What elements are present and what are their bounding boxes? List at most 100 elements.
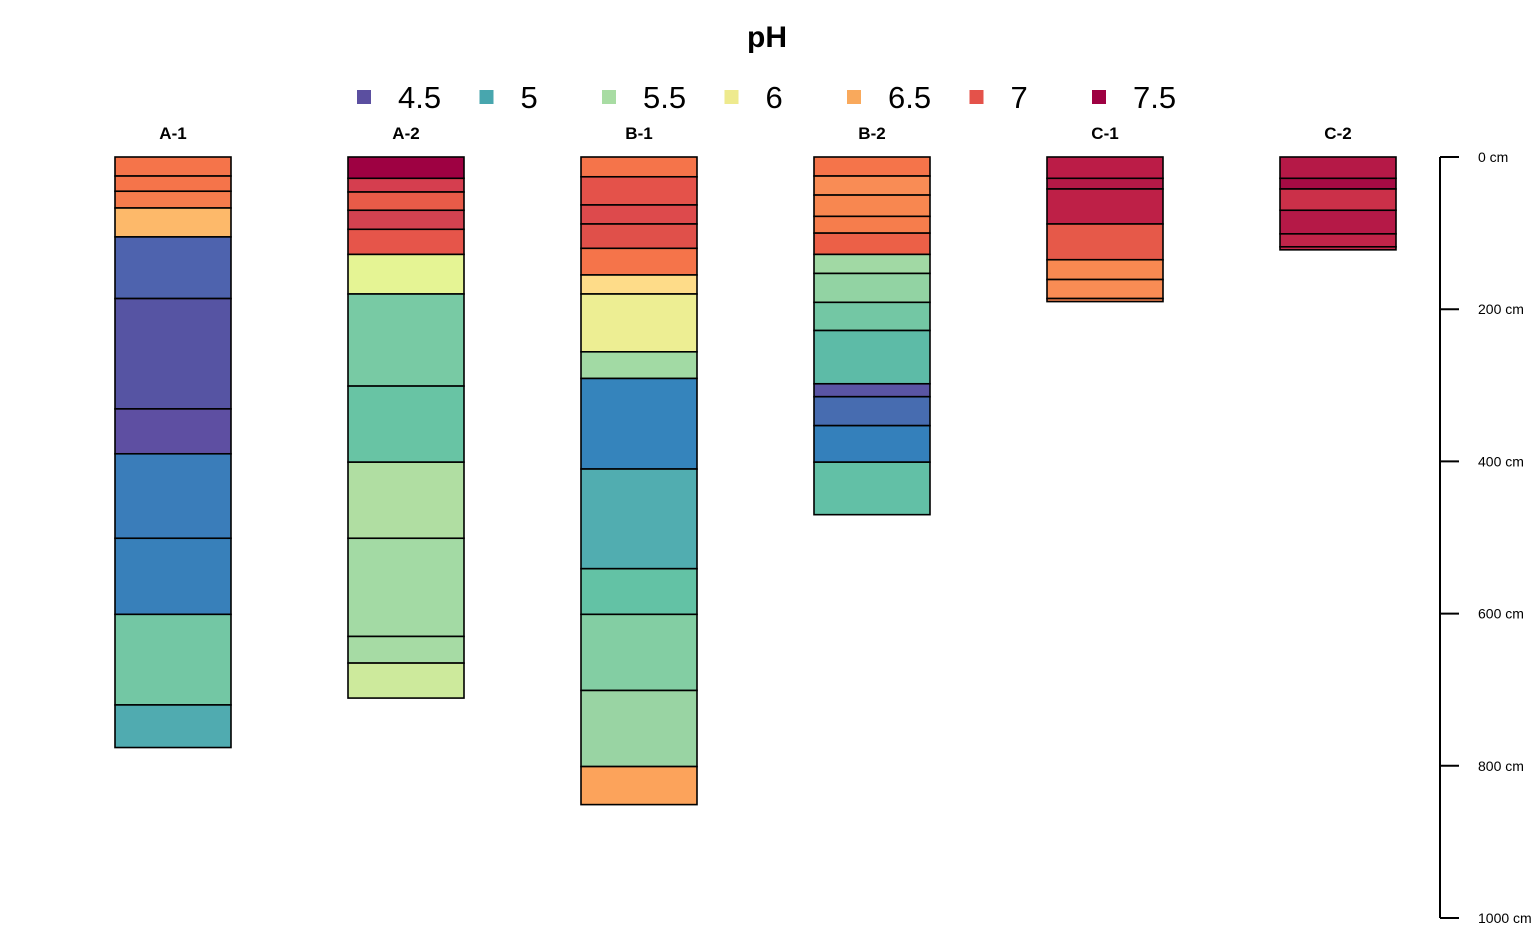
- horizon: [1279, 245, 1397, 251]
- profile-label: B-1: [625, 124, 652, 143]
- legend-label: 6: [766, 80, 783, 115]
- chart-title: pH: [747, 21, 787, 54]
- legend-label: 7: [1011, 80, 1028, 115]
- horizon: [347, 253, 465, 295]
- horizon: [114, 613, 232, 706]
- horizon: [347, 461, 465, 540]
- legend-swatch: [1092, 90, 1106, 104]
- horizon: [813, 395, 931, 427]
- horizon: [1279, 156, 1397, 180]
- horizon: [580, 689, 698, 768]
- depth-tick-label: 0 cm: [1478, 149, 1508, 165]
- horizon: [347, 177, 465, 193]
- legend: 4.5 5 5.5 6 6.5 7 7.5: [357, 80, 1176, 115]
- legend-label: 5: [521, 80, 538, 115]
- horizon: [1279, 209, 1397, 235]
- depth-axis: 0 cm 200 cm 400 cm 600 cm 800 cm 1000 cm: [1439, 149, 1532, 926]
- horizon: [1046, 156, 1164, 180]
- horizon: [347, 635, 465, 664]
- horizon: [114, 408, 232, 455]
- horizon: [1046, 258, 1164, 281]
- horizon: [1279, 188, 1397, 212]
- horizon: [580, 293, 698, 353]
- horizon: [114, 704, 232, 749]
- horizon: [347, 156, 465, 180]
- horizon: [347, 209, 465, 231]
- horizon: [813, 461, 931, 516]
- profile-c-1: C-1: [1046, 124, 1164, 303]
- horizon: [813, 232, 931, 256]
- depth-tick-label: 800 cm: [1478, 758, 1524, 774]
- depth-tick-label: 400 cm: [1478, 453, 1524, 469]
- horizon: [813, 215, 931, 234]
- profile-c-2: C-2: [1279, 124, 1397, 251]
- horizon: [347, 191, 465, 212]
- profile-a-1: A-1: [114, 124, 232, 749]
- depth-tick-label: 600 cm: [1478, 606, 1524, 622]
- horizon: [580, 377, 698, 470]
- depth-tick-label: 1000 cm: [1478, 910, 1532, 926]
- legend-swatch: [969, 90, 984, 104]
- horizon: [1279, 177, 1397, 190]
- horizon: [1046, 188, 1164, 225]
- horizon: [347, 228, 465, 256]
- horizon: [813, 301, 931, 332]
- horizon: [114, 537, 232, 616]
- horizon: [347, 662, 465, 699]
- horizon: [813, 329, 931, 385]
- depth-tick-label: 200 cm: [1478, 301, 1524, 317]
- profile-b-2: B-2: [813, 124, 931, 516]
- profiles: A-1 A-2 B-1 B-2 C-1 C-2: [114, 124, 1397, 806]
- legend-label: 4.5: [398, 80, 441, 115]
- legend-swatch: [847, 90, 861, 104]
- horizon: [114, 156, 232, 177]
- horizon: [580, 175, 698, 206]
- horizon: [580, 274, 698, 295]
- horizon: [1046, 223, 1164, 261]
- legend-swatch: [479, 90, 494, 104]
- horizon: [114, 190, 232, 209]
- horizon: [1046, 278, 1164, 300]
- legend-label: 7.5: [1133, 80, 1176, 115]
- profile-label: A-2: [392, 124, 419, 143]
- horizon: [580, 613, 698, 692]
- horizon: [347, 537, 465, 638]
- profile-a-2: A-2: [347, 124, 465, 699]
- legend-label: 5.5: [643, 80, 686, 115]
- horizon: [580, 765, 698, 806]
- horizon: [114, 236, 232, 300]
- horizon: [114, 452, 232, 540]
- horizon: [580, 567, 698, 616]
- horizon: [580, 468, 698, 570]
- legend-swatch: [724, 90, 739, 104]
- legend-swatch: [357, 90, 371, 104]
- horizon: [580, 223, 698, 250]
- horizon: [1046, 297, 1164, 303]
- horizon: [813, 424, 931, 463]
- horizon: [114, 207, 232, 238]
- horizon: [1279, 233, 1397, 248]
- horizon: [114, 297, 232, 410]
- horizon: [813, 382, 931, 398]
- profile-label: C-1: [1091, 124, 1118, 143]
- profile-label: B-2: [858, 124, 885, 143]
- horizon: [347, 293, 465, 387]
- legend-label: 6.5: [888, 80, 931, 115]
- horizon: [580, 247, 698, 276]
- profile-label: C-2: [1324, 124, 1351, 143]
- horizon: [114, 175, 232, 193]
- horizon: [580, 204, 698, 225]
- horizon: [813, 253, 931, 275]
- horizon: [580, 351, 698, 380]
- profile-b-1: B-1: [580, 124, 698, 806]
- legend-swatch: [602, 90, 616, 104]
- horizon: [813, 175, 931, 196]
- profile-label: A-1: [159, 124, 186, 143]
- horizon: [813, 272, 931, 304]
- horizon: [347, 385, 465, 463]
- horizon: [813, 194, 931, 218]
- horizon: [1046, 177, 1164, 190]
- horizon: [813, 156, 931, 177]
- horizon: [580, 156, 698, 178]
